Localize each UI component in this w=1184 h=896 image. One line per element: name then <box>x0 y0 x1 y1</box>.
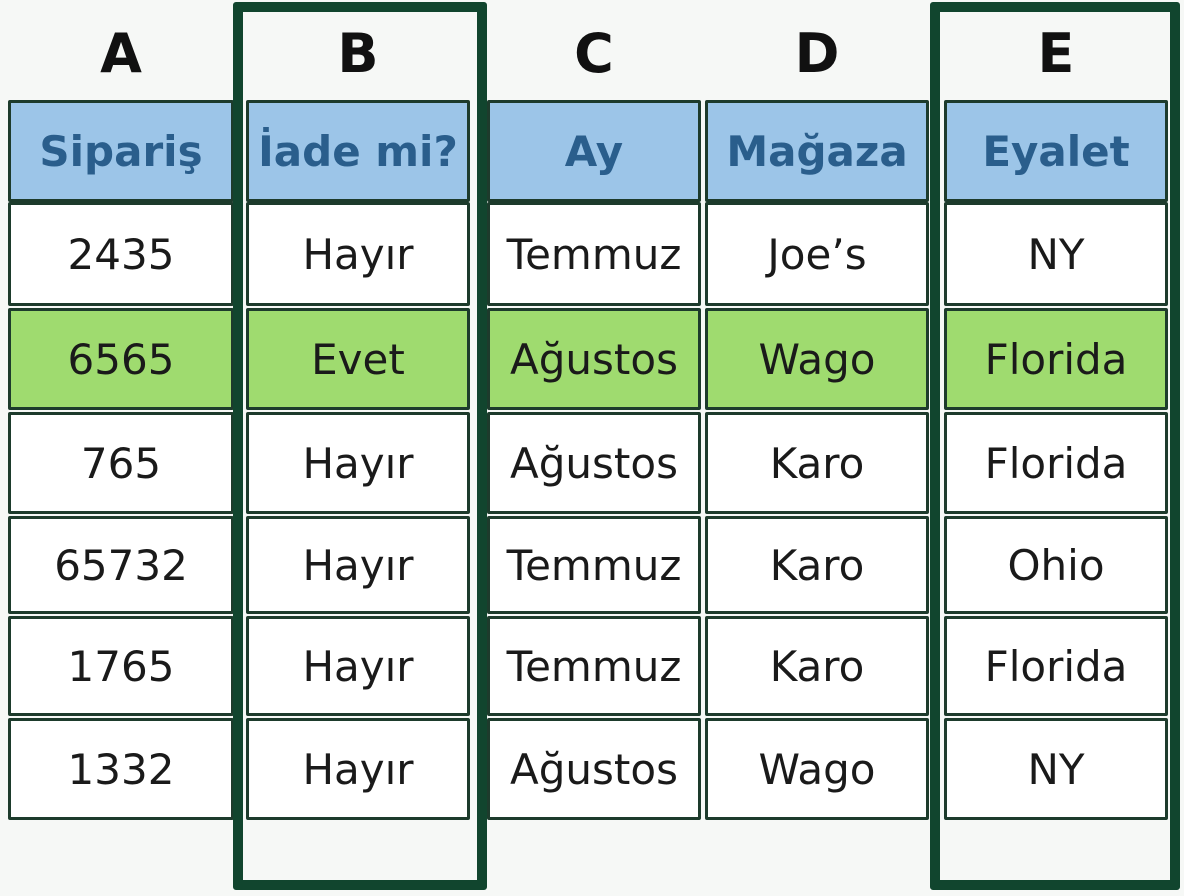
table-cell: 1332 <box>8 718 234 820</box>
table-cell: NY <box>944 202 1168 306</box>
table-cell: Temmuz <box>487 516 701 614</box>
column-letter-d: D <box>794 21 840 85</box>
table-cell: Hayır <box>246 516 470 614</box>
column-outline-e <box>930 2 1180 890</box>
table-cell: Temmuz <box>487 616 701 716</box>
table-cell: Ağustos <box>487 412 701 514</box>
header-cell: İade mi? <box>246 100 470 202</box>
table-cell: Joe’s <box>705 202 929 306</box>
table-cell: Ağustos <box>487 718 701 820</box>
highlighted-cell: Wago <box>705 308 929 410</box>
table-cell: Karo <box>705 412 929 514</box>
table-cell: Wago <box>705 718 929 820</box>
table-cell: Hayır <box>246 412 470 514</box>
header-cell: Ay <box>487 100 701 202</box>
header-cell: Mağaza <box>705 100 929 202</box>
table-cell: 1765 <box>8 616 234 716</box>
column-letter-c: C <box>574 21 614 85</box>
highlighted-cell: Ağustos <box>487 308 701 410</box>
table-cell: Temmuz <box>487 202 701 306</box>
highlighted-cell: 6565 <box>8 308 234 410</box>
table-cell: 2435 <box>8 202 234 306</box>
table-cell: Florida <box>944 616 1168 716</box>
table-cell: Hayır <box>246 202 470 306</box>
header-cell: Sipariş <box>8 100 234 202</box>
column-letter-b: B <box>337 21 379 85</box>
highlighted-cell: Florida <box>944 308 1168 410</box>
table-cell: Hayır <box>246 718 470 820</box>
table-cell: 65732 <box>8 516 234 614</box>
table-cell: Karo <box>705 516 929 614</box>
highlighted-cell: Evet <box>246 308 470 410</box>
table-cell: Karo <box>705 616 929 716</box>
column-letter-a: A <box>100 21 142 85</box>
table-cell: Florida <box>944 412 1168 514</box>
column-letter-e: E <box>1037 21 1075 85</box>
table-cell: 765 <box>8 412 234 514</box>
table-cell: Ohio <box>944 516 1168 614</box>
table-cell: Hayır <box>246 616 470 716</box>
column-outline-b <box>233 2 487 890</box>
header-cell: Eyalet <box>944 100 1168 202</box>
table-cell: NY <box>944 718 1168 820</box>
